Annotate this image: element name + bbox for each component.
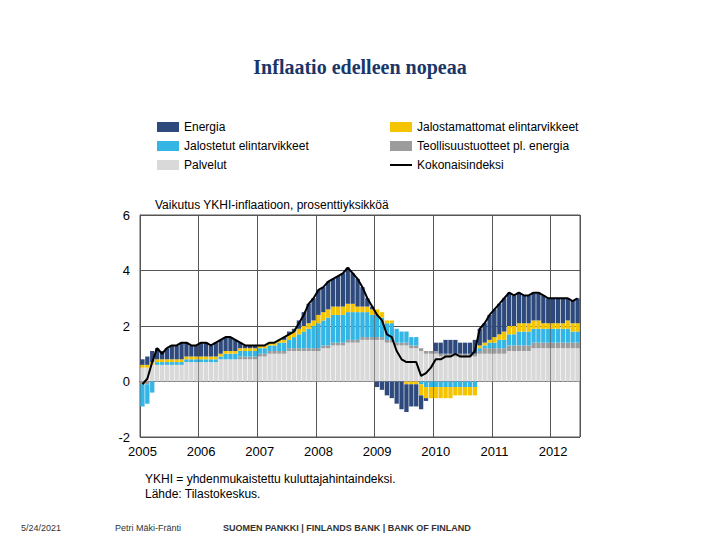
svg-text:Jalostetut elintarvikkeet: Jalostetut elintarvikkeet	[184, 139, 309, 153]
svg-text:2: 2	[123, 319, 130, 334]
svg-text:YKHI = yhdenmukaistettu kulutt: YKHI = yhdenmukaistettu kuluttajahintain…	[145, 472, 395, 486]
svg-text:2006: 2006	[187, 444, 216, 459]
svg-text:Kokonaisindeksi: Kokonaisindeksi	[417, 158, 504, 172]
svg-text:Palvelut: Palvelut	[184, 158, 227, 172]
svg-text:2008: 2008	[304, 444, 333, 459]
svg-text:2005: 2005	[128, 444, 157, 459]
svg-text:2010: 2010	[421, 444, 450, 459]
svg-text:6: 6	[123, 208, 130, 223]
svg-text:0: 0	[123, 374, 130, 389]
svg-text:Jalostamattomat elintarvikkeet: Jalostamattomat elintarvikkeet	[417, 120, 579, 134]
svg-text:2011: 2011	[480, 444, 508, 459]
svg-text:Lähde: Tilastokeskus.: Lähde: Tilastokeskus.	[145, 487, 260, 501]
svg-text:Energia: Energia	[184, 120, 226, 134]
svg-text:Vaikutus YKHI-inflaatioon, pro: Vaikutus YKHI-inflaatioon, prosenttiyksi…	[155, 198, 389, 212]
svg-text:2012: 2012	[539, 444, 568, 459]
svg-text:5/24/2021: 5/24/2021	[21, 523, 61, 533]
svg-text:2009: 2009	[363, 444, 392, 459]
svg-text:SUOMEN PANKKI | FINLANDS BANK: SUOMEN PANKKI | FINLANDS BANK | BANK OF …	[223, 523, 471, 533]
svg-text:-2: -2	[118, 430, 130, 445]
svg-text:Teollisuustuotteet pl. energia: Teollisuustuotteet pl. energia	[417, 139, 569, 153]
svg-text:2007: 2007	[245, 444, 274, 459]
svg-text:Inflaatio edelleen nopeaa: Inflaatio edelleen nopeaa	[253, 56, 466, 79]
svg-text:4: 4	[123, 263, 130, 278]
svg-text:Petri Mäki-Fränti: Petri Mäki-Fränti	[115, 523, 181, 533]
